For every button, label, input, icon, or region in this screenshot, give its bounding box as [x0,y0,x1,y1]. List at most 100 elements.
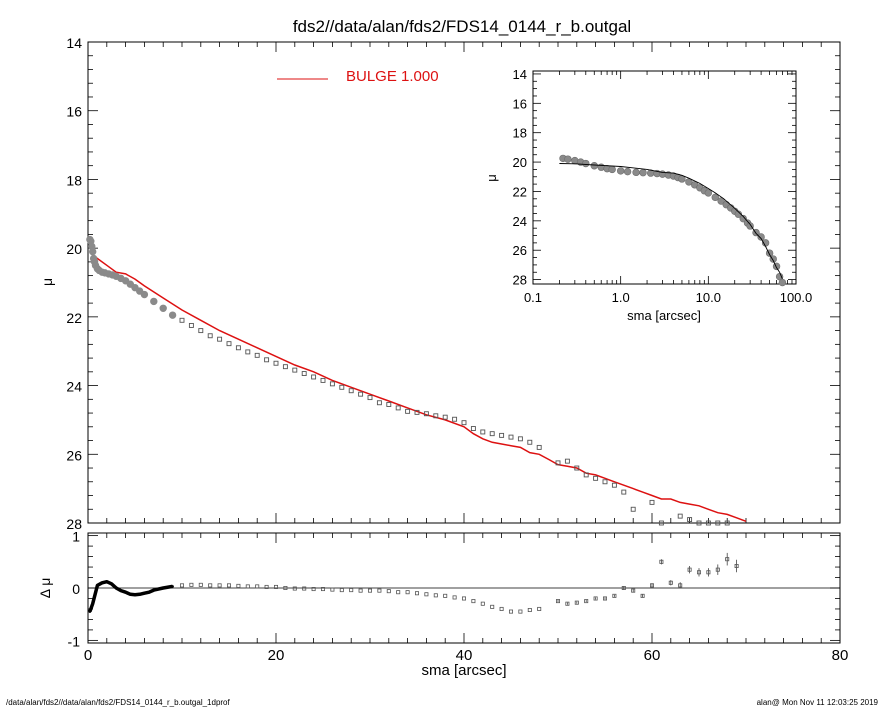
residual-point [574,600,579,605]
inset-x-tick-labels: 0.1 1.0 10.0 100.0 [524,290,812,305]
main-y-axis-label: μ [39,278,55,286]
data-point [696,520,702,526]
data-point [150,297,158,306]
residual-y-tick-labels: -1 0 1 [68,529,81,650]
residual-point [339,588,344,593]
residual-point [556,599,561,604]
residual-point [433,593,438,598]
inset-data-point [639,168,647,177]
residual-point [217,583,222,588]
residual-point [292,586,297,591]
main-data-series [86,235,730,526]
residual-x-tick-label: 0 [84,647,92,664]
data-point [235,345,241,351]
data-point [508,434,514,440]
data-point [348,388,354,394]
main-y-tick-label: 18 [66,172,82,188]
data-point [489,431,495,437]
residual-point [621,586,626,591]
data-point [89,247,97,256]
residual-x-tick-label: 40 [456,647,473,664]
residual-point [330,587,335,592]
data-point [574,465,580,471]
data-point [320,377,326,383]
data-point [376,400,382,406]
data-point [715,520,721,526]
residual-point [358,588,363,593]
residual-point [396,590,401,595]
data-point [621,489,627,495]
inset-data-point [623,167,632,176]
data-point [386,402,392,407]
data-point [329,381,335,387]
data-point [452,416,458,422]
data-point [414,409,420,415]
inset-plot-frame [532,70,797,285]
data-point [311,374,317,380]
data-point [630,506,636,512]
residual-point [198,582,203,587]
inset-data-point [608,165,616,174]
data-point [198,328,204,334]
residual-axis-ticks [87,533,841,643]
inset-y-axis-label: μ [484,174,499,182]
data-point [395,405,401,411]
data-point [367,395,373,401]
residual-point [386,589,391,594]
data-point [433,413,439,419]
data-point [282,364,288,370]
residual-point [706,570,711,575]
inset-data-point [616,167,625,175]
inset-data-point [711,193,719,202]
residual-point [226,583,231,588]
residual-point [283,586,288,591]
inset-data-point [582,159,590,168]
residual-point [687,567,692,572]
data-point [339,384,345,390]
residual-point [367,588,372,593]
residual-point [424,592,429,597]
residual-point [461,596,466,601]
main-y-tick-label: 24 [66,379,82,395]
residual-point [640,593,645,598]
residual-point [208,583,213,588]
main-y-tick-label: 20 [66,241,82,257]
inset-data-point [717,197,725,205]
residual-point [668,580,673,585]
residual-point [179,583,184,588]
residual-x-tick-label: 80 [832,647,849,664]
inset-data-point [564,155,572,163]
inset-x-tick-label: 1.0 [612,290,630,305]
residual-point [697,570,702,575]
residual-point [537,606,542,611]
residual-point [245,584,250,589]
inset-y-tick-labels: 14 16 18 20 22 24 26 28 [513,67,527,288]
data-point [207,333,213,339]
residual-point [452,595,457,600]
data-point [480,429,486,435]
residual-point [236,583,241,588]
inset-data-series [559,154,787,287]
inset-data-point [778,278,787,287]
residual-y-tick-label: 0 [72,581,80,597]
residual-point [650,583,655,588]
main-y-tick-label: 28 [66,516,82,532]
data-point [273,360,279,366]
inset-data-point [590,162,598,170]
residual-point [499,606,504,611]
residual-panel: -101 0 20 40 60 80 Δ μ sma [arcsec] [37,529,848,679]
residual-point [715,567,720,572]
data-point [423,411,429,417]
data-point [301,371,307,376]
data-point [602,479,608,485]
residual-y-axis-label: Δ μ [37,578,53,599]
inset-x-tick-label: 10.0 [696,290,721,305]
residual-point [490,604,495,609]
residual-point [603,596,608,601]
data-point [140,290,149,299]
inset-y-tick-label: 14 [513,67,527,82]
legend-model-label: BULGE 1.000 [346,68,439,85]
main-legend: BULGE 1.000 [277,68,439,85]
data-point [649,499,655,505]
